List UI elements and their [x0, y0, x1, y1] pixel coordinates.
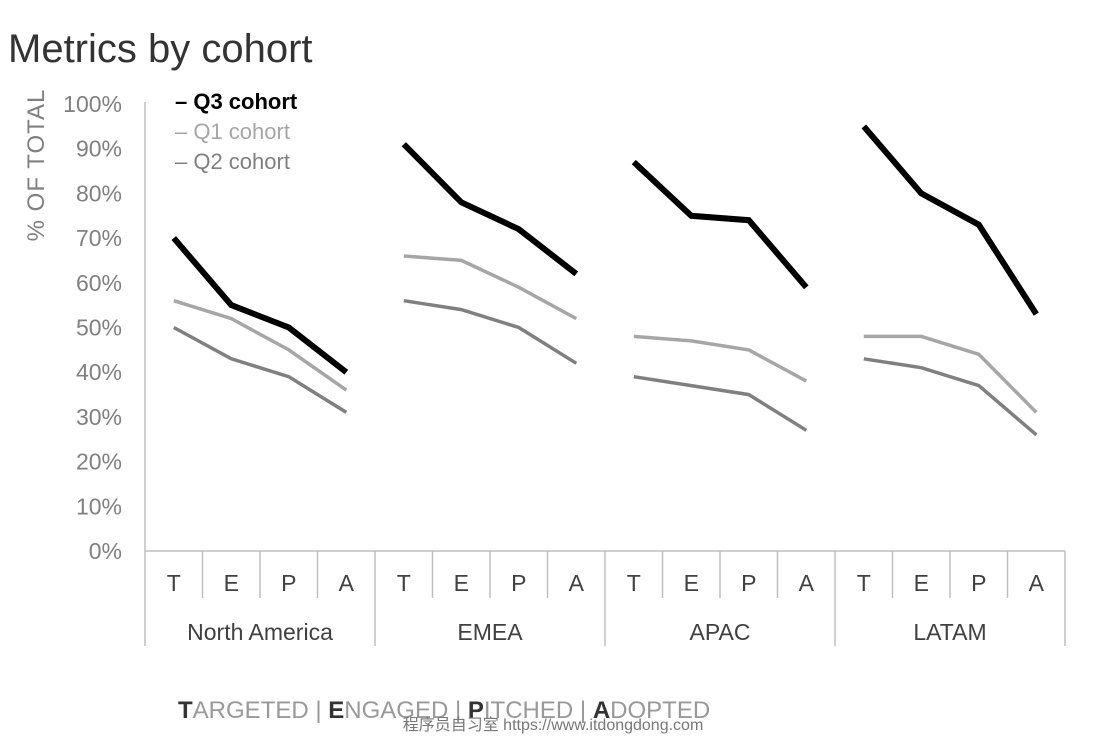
y-tick-label: 90% [76, 136, 122, 162]
y-tick-label: 0% [89, 538, 122, 564]
y-axis-ticks: 0% 10% 20% 30% 40% 50% 60% 70% 80% 90% 100% [63, 91, 122, 564]
x-stage-tick-label: E [914, 570, 929, 596]
series-line [173, 299, 348, 392]
footer-initial: P [468, 697, 484, 724]
x-stage-tick-label: E [454, 570, 469, 596]
x-group-label: APAC [690, 619, 751, 645]
series-line [172, 325, 348, 414]
x-group-label: North America [187, 619, 333, 645]
footer-separator: | [448, 697, 468, 724]
series-lines [171, 124, 1039, 437]
footer-word: NGAGED [344, 697, 448, 724]
y-tick-label: 10% [76, 493, 122, 519]
footer-word: ITCHED [484, 697, 573, 724]
x-group-label: LATAM [913, 619, 986, 645]
x-stage-tick-label: A [569, 570, 585, 596]
x-stage-tick-label: P [511, 570, 526, 596]
y-tick-label: 80% [76, 180, 122, 206]
axes [144, 102, 1066, 646]
y-axis-label: % OF TOTAL [23, 89, 50, 242]
series-line [633, 334, 808, 383]
footer-initial: T [178, 697, 193, 724]
footer-initial: A [593, 697, 610, 724]
x-stage-tick-label: T [857, 570, 871, 596]
x-stage-tick-label: P [971, 570, 986, 596]
footer-separator: | [309, 697, 329, 724]
series-line [171, 236, 349, 375]
footer-word: DOPTED [610, 697, 710, 724]
x-stage-tick-label: A [1029, 570, 1045, 596]
x-stage-tick-label: A [799, 570, 815, 596]
x-stage-tick-label: A [339, 570, 355, 596]
footer-initial: E [328, 697, 344, 724]
x-stage-tick-label: E [684, 570, 699, 596]
x-stage-tick-label: P [281, 570, 296, 596]
x-stage-tick-label: T [627, 570, 641, 596]
y-tick-label: 50% [76, 315, 122, 341]
x-group-label: EMEA [457, 619, 523, 645]
series-line [403, 254, 578, 321]
y-tick-label: 40% [76, 359, 122, 385]
series-line [863, 357, 1038, 437]
legend-item: – Q1 cohort [175, 119, 290, 144]
x-stage-tick-label: T [397, 570, 411, 596]
x-stage-tick-label: T [167, 570, 181, 596]
y-tick-label: 30% [76, 404, 122, 430]
series-line [633, 374, 808, 432]
legend-item: – Q2 cohort [175, 149, 290, 174]
series-line [861, 124, 1039, 316]
y-tick-label: 60% [76, 270, 122, 296]
watermark-text: 程序员自习室 https://www.itdongdong.com [403, 716, 704, 734]
series-line [631, 159, 809, 290]
chart-title: Metrics by cohort [8, 27, 313, 71]
footer-word: ARGETED [193, 697, 309, 724]
y-tick-label: 20% [76, 449, 122, 475]
series-line [403, 298, 578, 365]
legend: – Q3 cohort – Q1 cohort – Q2 cohort [175, 89, 298, 174]
x-stage-tick-label: E [224, 570, 239, 596]
stage-key-footer: TARGETED | ENGAGED | PITCHED | ADOPTED [178, 697, 710, 724]
series-line [401, 142, 579, 277]
y-tick-label: 100% [63, 91, 122, 117]
y-tick-label: 70% [76, 225, 122, 251]
footer-separator: | [573, 697, 593, 724]
series-line [863, 334, 1038, 414]
x-axis-group-labels: North America EMEA APAC LATAM [187, 619, 987, 645]
x-stage-tick-label: P [741, 570, 756, 596]
legend-item: – Q3 cohort [175, 89, 298, 114]
